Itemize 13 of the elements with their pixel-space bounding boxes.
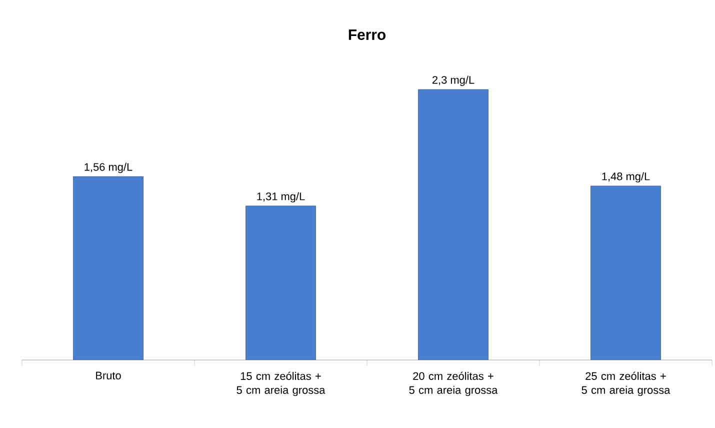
bar — [418, 89, 488, 360]
bar — [246, 206, 316, 360]
x-tick-label: Bruto — [96, 372, 121, 380]
x-tick-label: 20 cm zeólitas + 5 cm areia grossa — [409, 372, 498, 396]
data-label: 2,3 mg/L — [432, 76, 474, 86]
bar — [73, 176, 144, 360]
x-tick-label: 15 cm zeólitas + 5 cm areia grossa — [236, 372, 326, 396]
chart-title: Ferro — [348, 30, 386, 40]
data-label: 1,31 mg/L — [257, 192, 305, 202]
bar — [590, 186, 661, 360]
data-label: 1,56 mg/L — [84, 162, 132, 174]
data-label: 1,48 mg/L — [602, 172, 650, 182]
x-tick-label: 25 cm zeólitas + 5 cm areia grossa — [582, 372, 670, 396]
